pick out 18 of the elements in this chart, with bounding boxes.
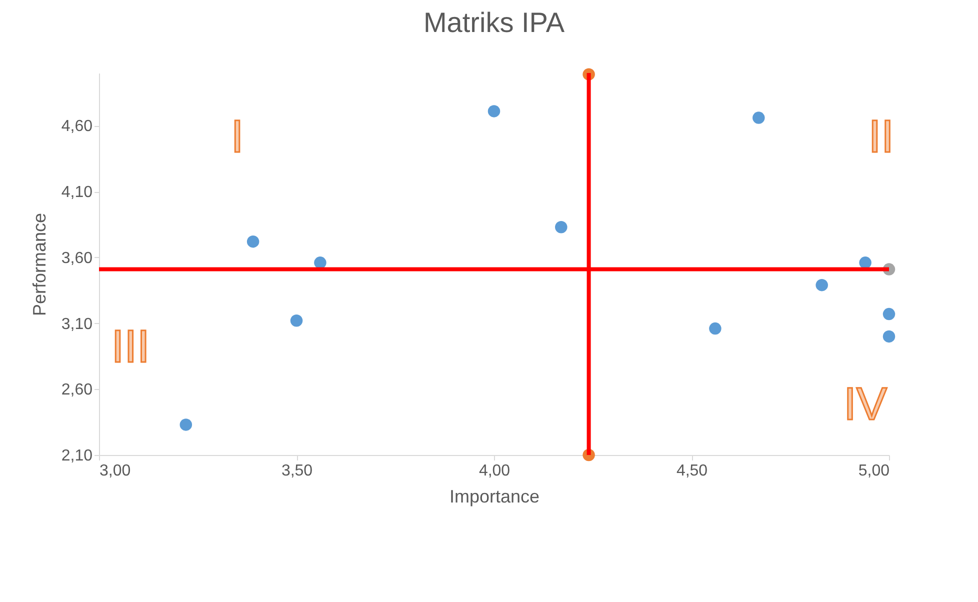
x-tick-label: 3,00 — [100, 462, 131, 480]
y-tick-label: 2,10 — [61, 448, 93, 464]
annotation: III — [111, 320, 150, 372]
y-axis-title: Performance — [29, 212, 50, 316]
x-tick-label: 4,50 — [676, 462, 708, 480]
x-axis-title: Importance — [449, 486, 540, 506]
annotation: I — [230, 110, 244, 162]
annotation: II — [868, 110, 894, 162]
y-tick-label: 4,10 — [61, 184, 93, 202]
annotation: IV — [844, 377, 888, 430]
y-tick-label: 4,60 — [61, 118, 93, 136]
x-tick-label: 4,00 — [478, 462, 510, 480]
x-tick-label: 3,50 — [281, 462, 313, 480]
x-tick-label: 5,00 — [858, 462, 890, 480]
y-tick-label: 3,60 — [61, 250, 93, 267]
y-tick-label: 3,10 — [61, 316, 93, 333]
chart-title: Matriks IPA — [423, 7, 565, 38]
y-tick-label: 2,60 — [61, 382, 93, 399]
